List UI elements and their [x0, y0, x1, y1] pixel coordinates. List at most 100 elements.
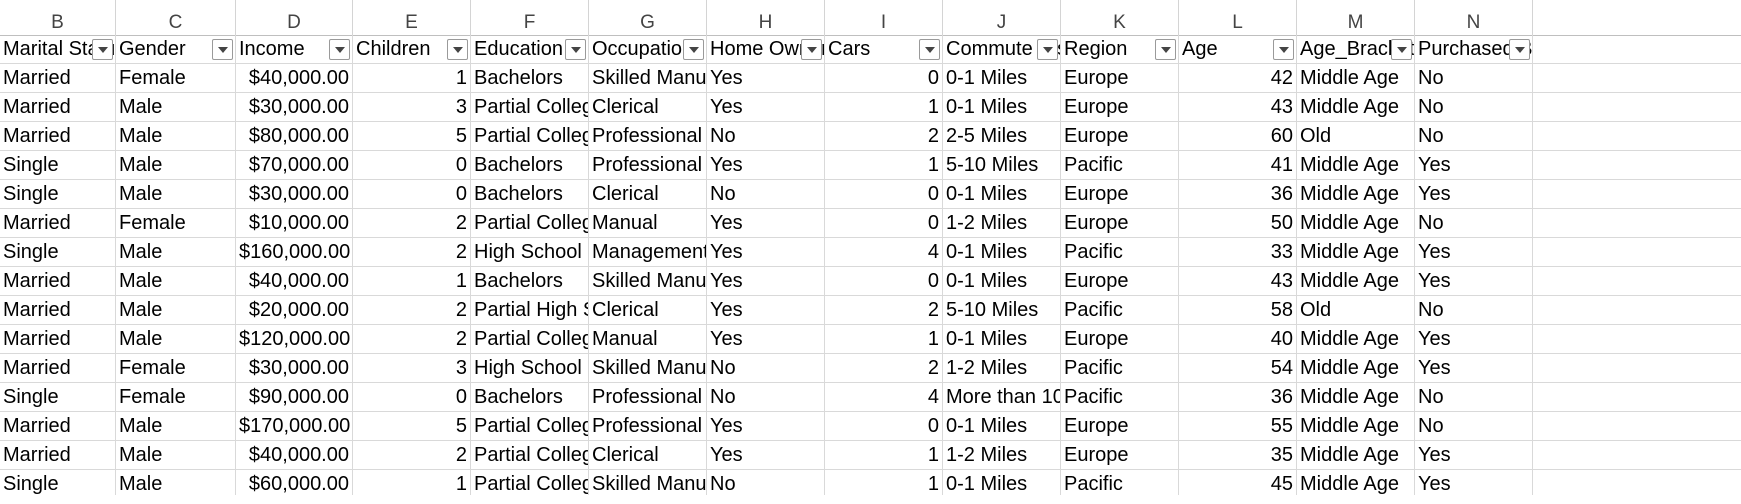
table-cell[interactable]: Yes: [707, 238, 825, 266]
table-cell[interactable]: Yes: [707, 325, 825, 353]
table-cell[interactable]: 55: [1179, 412, 1297, 440]
table-cell[interactable]: $170,000.00: [236, 412, 353, 440]
table-cell[interactable]: $60,000.00: [236, 470, 353, 498]
table-cell[interactable]: Middle Age: [1297, 64, 1415, 92]
table-cell[interactable]: Married: [0, 267, 116, 295]
header-cell[interactable]: Gender: [116, 35, 236, 63]
table-cell[interactable]: Female: [116, 64, 236, 92]
table-cell[interactable]: 58: [1179, 296, 1297, 324]
table-cell[interactable]: 1: [825, 93, 943, 121]
table-cell[interactable]: Middle Age: [1297, 151, 1415, 179]
table-cell[interactable]: Middle Age: [1297, 267, 1415, 295]
table-cell[interactable]: Bachelors: [471, 64, 589, 92]
table-cell[interactable]: Bachelors: [471, 180, 589, 208]
table-cell[interactable]: 5-10 Miles: [943, 296, 1061, 324]
table-cell[interactable]: 0-1 Miles: [943, 325, 1061, 353]
table-cell[interactable]: Married: [0, 412, 116, 440]
table-cell[interactable]: 0-1 Miles: [943, 93, 1061, 121]
table-cell[interactable]: Single: [0, 180, 116, 208]
table-cell[interactable]: Middle Age: [1297, 383, 1415, 411]
table-cell[interactable]: 2: [353, 441, 471, 469]
table-cell[interactable]: No: [707, 122, 825, 150]
filter-dropdown-icon[interactable]: [1509, 39, 1530, 60]
table-cell[interactable]: Single: [0, 238, 116, 266]
table-cell[interactable]: Partial College: [471, 209, 589, 237]
table-cell[interactable]: 43: [1179, 93, 1297, 121]
table-cell[interactable]: 5-10 Miles: [943, 151, 1061, 179]
table-cell[interactable]: Skilled Manual: [589, 470, 707, 498]
table-cell[interactable]: 1-2 Miles: [943, 441, 1061, 469]
table-cell[interactable]: $10,000.00: [236, 209, 353, 237]
table-cell[interactable]: Male: [116, 93, 236, 121]
table-cell[interactable]: Old: [1297, 296, 1415, 324]
table-cell[interactable]: Yes: [707, 93, 825, 121]
table-cell[interactable]: Skilled Manual: [589, 354, 707, 382]
table-cell[interactable]: Manual: [589, 325, 707, 353]
table-cell[interactable]: Professional: [589, 122, 707, 150]
table-cell[interactable]: Male: [116, 180, 236, 208]
table-cell[interactable]: 0: [825, 180, 943, 208]
table-cell[interactable]: Clerical: [589, 441, 707, 469]
table-cell[interactable]: 1: [353, 470, 471, 498]
table-cell[interactable]: Middle Age: [1297, 93, 1415, 121]
table-cell[interactable]: Partial College: [471, 122, 589, 150]
table-cell[interactable]: 1: [825, 470, 943, 498]
table-cell[interactable]: Yes: [1415, 151, 1533, 179]
table-cell[interactable]: Partial High School: [471, 296, 589, 324]
table-cell[interactable]: 0: [353, 383, 471, 411]
table-cell[interactable]: Clerical: [589, 180, 707, 208]
table-cell[interactable]: Partial College: [471, 325, 589, 353]
table-cell[interactable]: Professional: [589, 412, 707, 440]
table-cell[interactable]: 36: [1179, 383, 1297, 411]
table-cell[interactable]: $30,000.00: [236, 180, 353, 208]
table-cell[interactable]: Partial College: [471, 93, 589, 121]
table-cell[interactable]: Europe: [1061, 325, 1179, 353]
table-cell[interactable]: Male: [116, 122, 236, 150]
table-cell[interactable]: Europe: [1061, 412, 1179, 440]
table-cell[interactable]: 1: [825, 325, 943, 353]
table-cell[interactable]: No: [707, 383, 825, 411]
table-cell[interactable]: Europe: [1061, 93, 1179, 121]
filter-dropdown-icon[interactable]: [212, 39, 233, 60]
table-cell[interactable]: 41: [1179, 151, 1297, 179]
table-cell[interactable]: 0-1 Miles: [943, 180, 1061, 208]
header-cell[interactable]: Occupation: [589, 35, 707, 63]
table-cell[interactable]: 0-1 Miles: [943, 412, 1061, 440]
table-cell[interactable]: $40,000.00: [236, 441, 353, 469]
table-cell[interactable]: Yes: [707, 64, 825, 92]
table-cell[interactable]: $70,000.00: [236, 151, 353, 179]
table-cell[interactable]: No: [707, 470, 825, 498]
table-cell[interactable]: Bachelors: [471, 267, 589, 295]
column-letter-k[interactable]: K: [1061, 0, 1179, 35]
column-letter-b[interactable]: B: [0, 0, 116, 35]
table-cell[interactable]: Pacific: [1061, 238, 1179, 266]
table-cell[interactable]: No: [707, 354, 825, 382]
filter-dropdown-icon[interactable]: [329, 39, 350, 60]
table-cell[interactable]: No: [1415, 296, 1533, 324]
table-cell[interactable]: 1-2 Miles: [943, 209, 1061, 237]
table-cell[interactable]: Married: [0, 354, 116, 382]
table-cell[interactable]: Yes: [707, 441, 825, 469]
header-cell[interactable]: Home Owner: [707, 35, 825, 63]
table-cell[interactable]: 1: [353, 64, 471, 92]
table-cell[interactable]: 0-1 Miles: [943, 64, 1061, 92]
table-cell[interactable]: Married: [0, 64, 116, 92]
table-cell[interactable]: 0: [825, 412, 943, 440]
table-cell[interactable]: Male: [116, 441, 236, 469]
table-cell[interactable]: 4: [825, 238, 943, 266]
table-cell[interactable]: Pacific: [1061, 354, 1179, 382]
table-cell[interactable]: Male: [116, 470, 236, 498]
table-cell[interactable]: Yes: [1415, 354, 1533, 382]
table-cell[interactable]: Clerical: [589, 296, 707, 324]
table-cell[interactable]: Single: [0, 151, 116, 179]
table-cell[interactable]: Europe: [1061, 180, 1179, 208]
table-cell[interactable]: 0: [353, 180, 471, 208]
table-cell[interactable]: 5: [353, 412, 471, 440]
table-cell[interactable]: Married: [0, 122, 116, 150]
table-cell[interactable]: Middle Age: [1297, 354, 1415, 382]
table-cell[interactable]: Yes: [707, 209, 825, 237]
table-cell[interactable]: 0: [825, 209, 943, 237]
table-cell[interactable]: Middle Age: [1297, 209, 1415, 237]
table-cell[interactable]: Pacific: [1061, 383, 1179, 411]
table-cell[interactable]: 2: [353, 209, 471, 237]
